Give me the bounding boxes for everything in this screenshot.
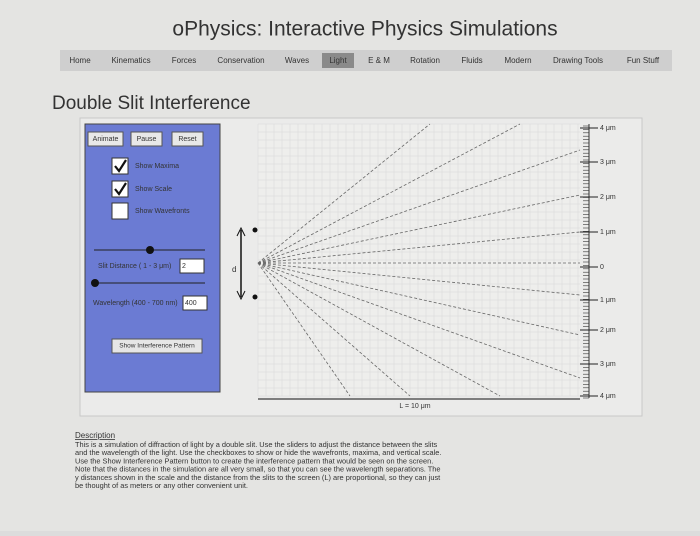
button[interactable]: [171, 131, 204, 147]
scale-label: 1 μm: [600, 229, 616, 236]
L-label: L = 10 μm: [399, 403, 430, 410]
checkbox-label: Show Maxima: [135, 163, 179, 170]
slit-input[interactable]: [179, 258, 205, 274]
nav-item[interactable]: Rotation: [410, 56, 440, 65]
nav-item[interactable]: Fluids: [461, 56, 482, 65]
description-line: and the wavelength of the light. Use the…: [75, 448, 441, 457]
nav-item[interactable]: Modern: [504, 56, 531, 65]
slit-value: 2: [182, 263, 186, 270]
maxima-line: [257, 123, 431, 264]
slit-slider-knob[interactable]: [146, 246, 154, 254]
nav-active: [322, 53, 354, 68]
slit: [252, 227, 258, 233]
description-line: be thought of as meters or any other con…: [75, 481, 248, 490]
description-line: This is a simulation of diffraction of l…: [75, 440, 438, 449]
maxima-line: [257, 262, 411, 397]
maxima-line: [257, 262, 351, 397]
checkmark: [114, 159, 127, 173]
pattern-button-label: Show Interference Pattern: [119, 343, 195, 350]
nav-item[interactable]: Forces: [172, 56, 196, 65]
nav-item[interactable]: Light: [329, 56, 347, 65]
slit: [252, 294, 258, 300]
slit-label: Slit Distance ( 1 - 3 μm): [98, 263, 171, 270]
checkbox-label: Show Scale: [135, 186, 172, 193]
d-arrow-heads: [236, 226, 246, 301]
nav-item[interactable]: Conservation: [217, 56, 264, 65]
maxima-line: [257, 262, 501, 397]
scale-label: 1 μm: [600, 297, 616, 304]
d-label: d: [232, 265, 236, 274]
maxima-line: [257, 262, 581, 379]
scale-label: 4 μm: [600, 125, 616, 132]
nav-bar: [60, 50, 672, 71]
grid: [257, 123, 580, 397]
scale-label: 3 μm: [600, 361, 616, 368]
nav-item[interactable]: E & M: [368, 56, 390, 65]
wavelength-value: 400: [185, 300, 197, 307]
scale-label: 0: [600, 264, 604, 271]
description-line: Note that the distances in the simulatio…: [75, 465, 441, 474]
description-line: Use the Show Interference Pattern button…: [75, 456, 433, 465]
checkbox-label: Show Wavefronts: [135, 208, 190, 215]
checkmark: [114, 182, 127, 196]
page-title: Double Slit Interference: [52, 93, 251, 114]
scale-label: 3 μm: [600, 159, 616, 166]
wavelength-input[interactable]: [182, 295, 208, 311]
nav-item[interactable]: Drawing Tools: [553, 56, 603, 65]
nav-item[interactable]: Home: [69, 56, 91, 65]
button[interactable]: [87, 131, 124, 147]
nav-item[interactable]: Fun Stuff: [627, 56, 660, 65]
scale-label: 4 μm: [600, 393, 616, 400]
site-title: oPhysics: Interactive Physics Simulation…: [172, 18, 557, 41]
button-label: Pause: [137, 136, 157, 143]
maxima-line: [257, 231, 581, 264]
scale-label: 2 μm: [600, 327, 616, 334]
description-heading: Description: [75, 431, 115, 440]
maxima-line: [257, 149, 581, 264]
nav-item[interactable]: Kinematics: [111, 56, 150, 65]
button-label: Animate: [93, 136, 119, 143]
maxima-line: [257, 123, 521, 264]
maxima-line: [257, 262, 581, 296]
nav-item[interactable]: Waves: [285, 56, 309, 65]
wavelength-label: Wavelength (400 - 700 nm): [93, 300, 178, 307]
checkbox[interactable]: [111, 202, 129, 220]
maxima-lines: [257, 123, 581, 397]
wavelength-slider-knob[interactable]: [91, 279, 99, 287]
description-line: y distances shown in the scale and the d…: [75, 473, 440, 482]
button-label: Reset: [178, 136, 196, 143]
pattern-button[interactable]: [111, 338, 203, 354]
button[interactable]: [130, 131, 163, 147]
scale-label: 2 μm: [600, 194, 616, 201]
